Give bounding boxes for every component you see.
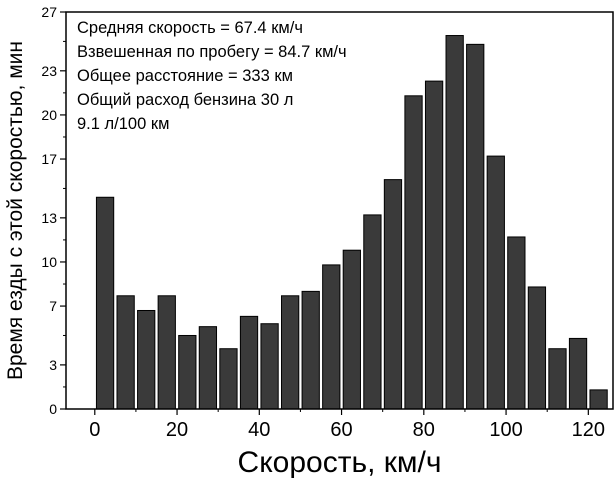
bar: [342, 249, 361, 410]
y-tick-label: 23: [41, 63, 57, 79]
bar: [239, 315, 259, 410]
y-tick-label: 17: [41, 151, 57, 167]
x-tick-label: 120: [572, 419, 605, 441]
x-axis-label: Скорость, км/ч: [238, 446, 442, 479]
x-tick-label: 20: [166, 419, 188, 441]
bar: [363, 214, 382, 410]
bar: [548, 348, 567, 410]
y-tick-label: 0: [49, 401, 57, 417]
bar: [568, 337, 588, 410]
y-tick-label: 3: [49, 357, 57, 373]
annotation-line: Общее расстояние = 333 км: [77, 67, 293, 85]
y-tick-label: 10: [41, 254, 57, 270]
y-tick-label: 7: [49, 298, 57, 314]
y-tick-label: 27: [41, 4, 57, 20]
bar: [404, 95, 423, 410]
bar: [157, 295, 176, 410]
bar: [507, 236, 526, 410]
x-tick-label: 40: [248, 419, 270, 441]
bar: [301, 290, 320, 410]
plot-frame: [65, 11, 614, 410]
bar: [178, 334, 197, 410]
y-tick-label: 20: [41, 107, 57, 123]
bar: [466, 43, 485, 410]
bar: [424, 80, 444, 410]
bar: [198, 326, 218, 410]
bar: [95, 196, 115, 410]
bar: [383, 179, 403, 410]
bar: [219, 348, 238, 410]
x-tick-label: 100: [489, 419, 522, 441]
y-axis-label: Время езды с этой скоростью, мин: [4, 41, 27, 380]
bar: [527, 286, 547, 410]
annotations-group: Средняя скорость = 67.4 км/ч Взвешенная п…: [77, 19, 347, 133]
annotation-line: Взвешенная по пробегу = 84.7 км/ч: [77, 43, 347, 61]
bar: [116, 295, 135, 410]
x-tick-label: 60: [330, 419, 352, 441]
bars-group: [95, 35, 608, 410]
x-tick-label: 80: [413, 419, 435, 441]
bar: [486, 155, 505, 410]
bar: [260, 323, 279, 410]
bar: [322, 264, 341, 410]
bar: [281, 295, 300, 410]
ticks-group: 0 20 40 60 80 100 120 0 3 7 10 13 17 20 23 27: [41, 4, 605, 441]
bar: [445, 35, 464, 410]
annotation-line: 9.1 л/100 км: [77, 115, 169, 133]
y-tick-label: 13: [41, 210, 57, 226]
bar: [589, 389, 608, 410]
annotation-line: Средняя скорость = 67.4 км/ч: [77, 19, 303, 37]
x-tick-label: 0: [89, 419, 100, 441]
annotation-line: Общий расход бензина 30 л: [77, 91, 293, 109]
bar: [137, 309, 156, 410]
